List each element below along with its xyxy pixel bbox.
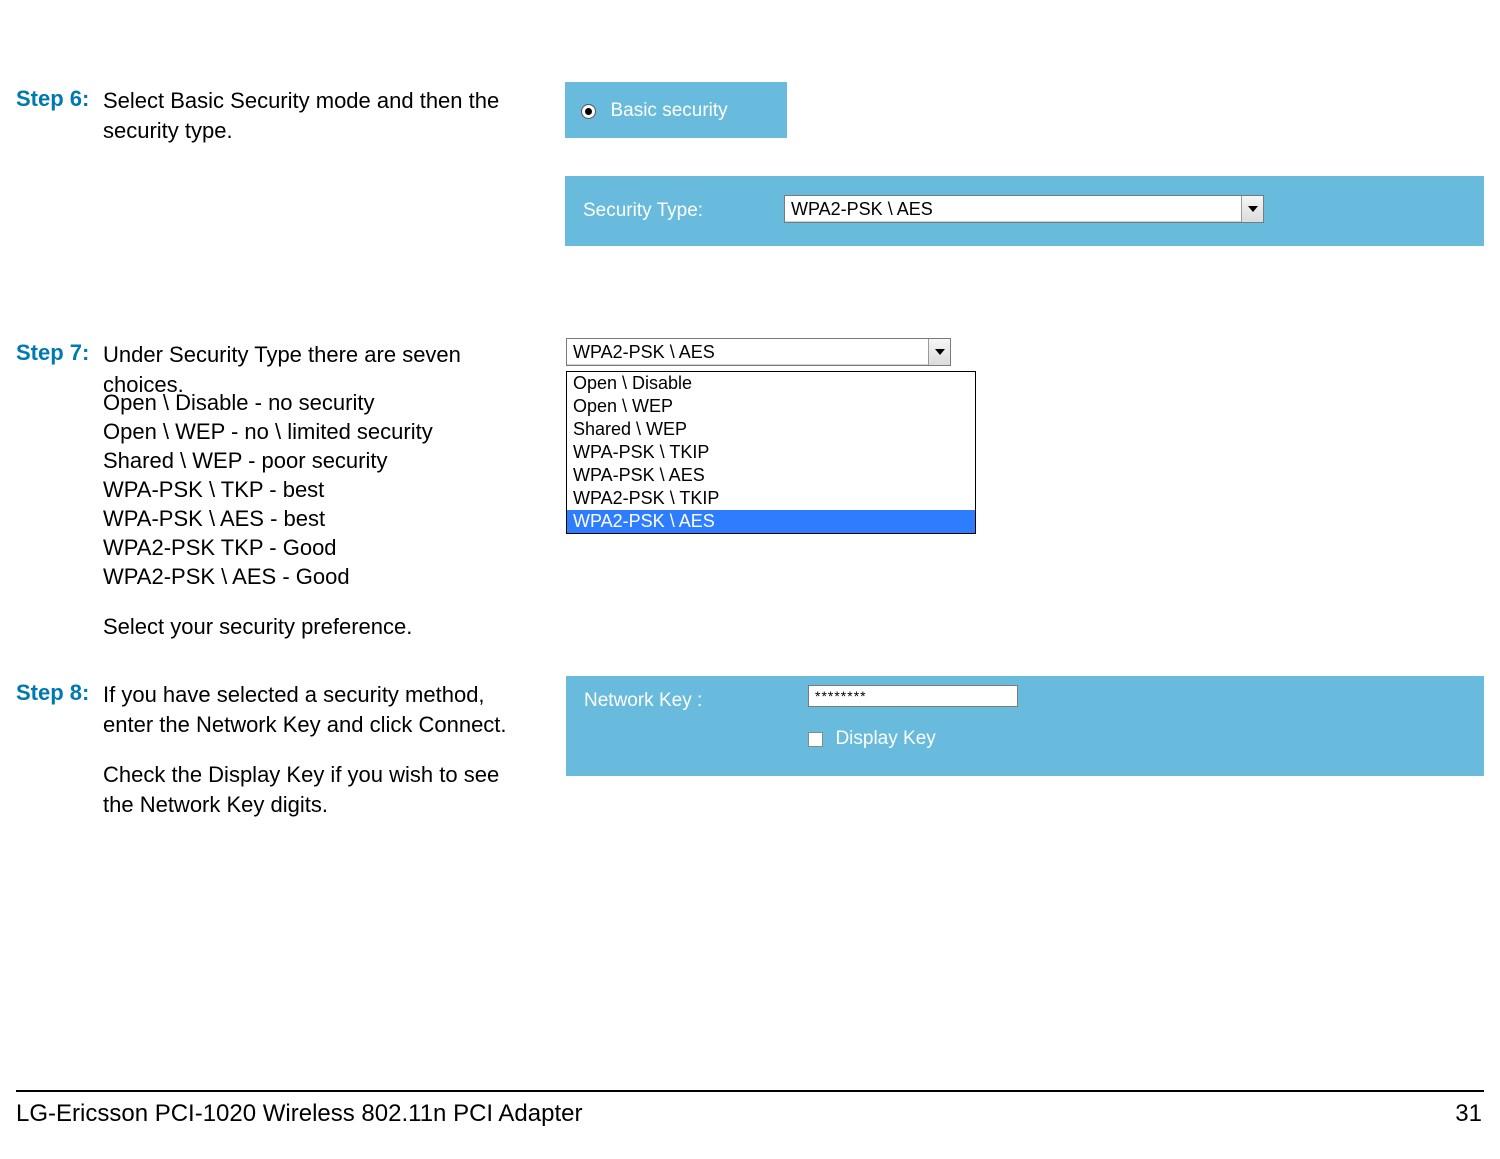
- step6-label: Step 6:: [16, 86, 89, 112]
- step7-line-5: WPA2-PSK TKP - Good: [103, 533, 337, 563]
- footer-page-number: 31: [1455, 1100, 1482, 1128]
- step8-text2: Check the Display Key if you wish to see…: [103, 760, 533, 819]
- footer-title: LG-Ericsson PCI-1020 Wireless 802.11n PC…: [16, 1100, 582, 1128]
- security-type-dropdown-2-value: WPA2-PSK \ AES: [573, 342, 715, 363]
- display-key-row[interactable]: Display Key: [808, 728, 936, 750]
- basic-security-panel: Basic security: [565, 82, 787, 138]
- option-5[interactable]: WPA2-PSK \ TKIP: [567, 487, 975, 510]
- option-1[interactable]: Open \ WEP: [567, 395, 975, 418]
- security-type-options[interactable]: Open \ Disable Open \ WEP Shared \ WEP W…: [566, 371, 976, 534]
- step7-line-1: Open \ WEP - no \ limited security: [103, 417, 433, 447]
- network-key-label: Network Key :: [584, 690, 702, 712]
- network-key-panel: Network Key : Display Key: [566, 676, 1484, 776]
- security-type-value: WPA2-PSK \ AES: [791, 199, 933, 220]
- security-type-label: Security Type:: [583, 200, 703, 222]
- option-6[interactable]: WPA2-PSK \ AES: [567, 510, 975, 533]
- basic-security-radio-row[interactable]: Basic security: [581, 100, 728, 122]
- network-key-input[interactable]: ********: [808, 685, 1018, 707]
- step8-text1: If you have selected a security method, …: [103, 680, 523, 739]
- display-key-label: Display Key: [835, 728, 935, 749]
- step7-outro: Select your security preference.: [103, 612, 412, 642]
- option-3[interactable]: WPA-PSK \ TKIP: [567, 441, 975, 464]
- display-key-checkbox[interactable]: [808, 732, 823, 747]
- basic-security-label: Basic security: [610, 100, 727, 121]
- security-type-dropdown[interactable]: WPA2-PSK \ AES: [784, 195, 1264, 223]
- step7-line-6: WPA2-PSK \ AES - Good: [103, 562, 350, 592]
- step7-label: Step 7:: [16, 340, 89, 366]
- chevron-down-icon[interactable]: [928, 339, 950, 365]
- step6-text: Select Basic Security mode and then the …: [103, 86, 503, 145]
- footer-rule: [16, 1090, 1484, 1092]
- step8-label: Step 8:: [16, 680, 89, 706]
- chevron-down-icon[interactable]: [1241, 196, 1263, 222]
- basic-security-radio[interactable]: [581, 104, 596, 119]
- option-4[interactable]: WPA-PSK \ AES: [567, 464, 975, 487]
- option-2[interactable]: Shared \ WEP: [567, 418, 975, 441]
- step7-line-0: Open \ Disable - no security: [103, 388, 374, 418]
- option-0[interactable]: Open \ Disable: [567, 372, 975, 395]
- security-type-dropdown-2[interactable]: WPA2-PSK \ AES: [566, 338, 951, 366]
- step7-line-2: Shared \ WEP - poor security: [103, 446, 388, 476]
- step7-line-3: WPA-PSK \ TKP - best: [103, 475, 324, 505]
- step7-line-4: WPA-PSK \ AES - best: [103, 504, 325, 534]
